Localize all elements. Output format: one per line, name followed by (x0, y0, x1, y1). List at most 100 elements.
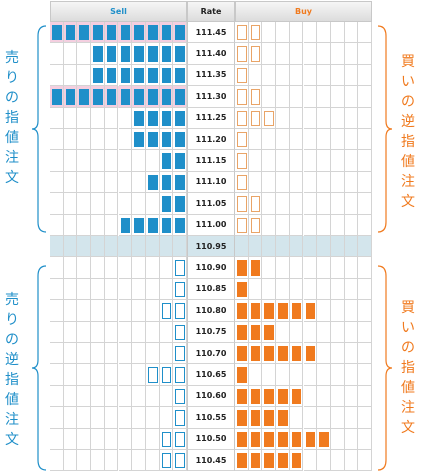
buy-order-block (264, 346, 275, 362)
sell-order-block (161, 89, 172, 105)
buy-grid-cell (303, 64, 318, 87)
buy-grid-cell (276, 278, 290, 301)
rate-cell: 111.35 (187, 64, 235, 87)
sell-order-block (93, 46, 103, 62)
buy-grid-cell (344, 407, 359, 429)
buy-stop-order-label: 買いの逆指値注文 (401, 54, 415, 210)
sell-grid-cell (91, 150, 105, 172)
sell-grid-cell (132, 343, 146, 365)
sell-grid-cell (91, 343, 105, 365)
sell-grid-cell (132, 171, 146, 194)
buy-order-block (278, 410, 288, 426)
buy-grid-cell (289, 171, 304, 194)
sell-order-block (93, 25, 103, 41)
buy-grid-cell (317, 129, 331, 151)
buy-grid-cell (303, 428, 318, 450)
sell-grid-cell (132, 407, 146, 429)
order-row: 110.90 (50, 257, 372, 279)
buy-order-block (237, 367, 247, 383)
sell-grid-cell (91, 300, 105, 322)
sell-grid-cell (104, 129, 119, 151)
buy-grid-cell (248, 86, 263, 108)
buy-grid-cell (303, 321, 318, 343)
sell-grid-cell (173, 300, 187, 322)
sell-order-block (175, 46, 185, 62)
buy-grid-cell (248, 321, 263, 343)
sell-grid-cell (159, 364, 174, 386)
buy-order-block (237, 453, 247, 469)
rate-cell: 110.85 (187, 278, 235, 301)
sell-order-block (175, 453, 185, 469)
buy-grid-cell (358, 407, 372, 429)
order-row: 110.75 (50, 321, 372, 343)
buy-grid-cell (276, 343, 290, 365)
sell-grid-cell (63, 43, 78, 65)
buy-grid-cell (317, 300, 331, 322)
buy-grid-cell (344, 107, 359, 129)
sell-grid-cell (77, 64, 92, 87)
sell-grid-cell (50, 171, 64, 194)
buy-order-block (237, 153, 247, 169)
buy-grid-cell (317, 236, 331, 258)
sell-grid-cell (63, 278, 78, 301)
order-row: 111.30 (50, 86, 372, 108)
sell-grid-cell (118, 171, 133, 194)
sell-grid-cell (91, 64, 105, 87)
buy-grid-cell (289, 86, 304, 108)
sell-grid-cell (118, 343, 133, 365)
sell-grid-cell (77, 343, 92, 365)
buy-grid-cell (330, 385, 345, 408)
buy-grid-cell (262, 300, 277, 322)
rate-header-label: Rate (200, 7, 222, 16)
buy-grid-cell (289, 22, 304, 44)
buy-grid-cell (330, 364, 345, 386)
buy-order-block (264, 303, 275, 319)
sell-header-label: Sell (110, 7, 127, 16)
sell-grid-cell (91, 321, 105, 343)
buy-grid-cell (344, 43, 359, 65)
sell-order-block (147, 174, 158, 191)
buy-grid-cell (235, 236, 249, 258)
buy-grid-cell (303, 107, 318, 129)
sell-grid-cell (77, 22, 92, 44)
buy-grid-cell (276, 364, 290, 386)
buy-order-block (264, 431, 275, 447)
buy-grid-cell (235, 64, 249, 87)
buy-grid-cell (262, 278, 277, 301)
sell-grid-cell (132, 129, 146, 151)
buy-order-block (250, 410, 261, 426)
sell-grid-cell (145, 107, 160, 129)
sell-grid-cell (132, 257, 146, 279)
buy-grid-cell (262, 450, 277, 472)
sell-order-block (147, 110, 158, 126)
sell-grid-cell (159, 43, 174, 65)
buy-grid-cell (303, 364, 318, 386)
sell-grid-cell (91, 257, 105, 279)
sell-grid-cell (132, 428, 146, 450)
sell-grid-cell (104, 343, 119, 365)
sell-grid-cell (173, 385, 187, 408)
sell-order-block (134, 132, 144, 148)
sell-order-block (175, 67, 185, 84)
buy-grid-cell (276, 257, 290, 279)
buy-grid-cell (344, 343, 359, 365)
buy-grid-cell (358, 278, 372, 301)
buy-order-block (237, 132, 247, 148)
buy-grid-cell (303, 43, 318, 65)
sell-grid-cell (132, 86, 146, 108)
buy-order-block (278, 303, 288, 319)
buy-order-block (291, 388, 302, 405)
sell-grid-cell (118, 86, 133, 108)
sell-grid-cell (91, 385, 105, 408)
buy-order-block (237, 303, 247, 319)
sell-grid-cell (104, 321, 119, 343)
sell-grid-cell (132, 385, 146, 408)
buy-order-block (237, 217, 247, 233)
sell-grid-cell (63, 64, 78, 87)
buy-grid-cell (330, 129, 345, 151)
sell-grid-cell (104, 43, 119, 65)
sell-grid-cell (91, 22, 105, 44)
sell-grid-cell (77, 86, 92, 108)
buy-order-block (237, 431, 247, 447)
buy-grid-cell (344, 300, 359, 322)
